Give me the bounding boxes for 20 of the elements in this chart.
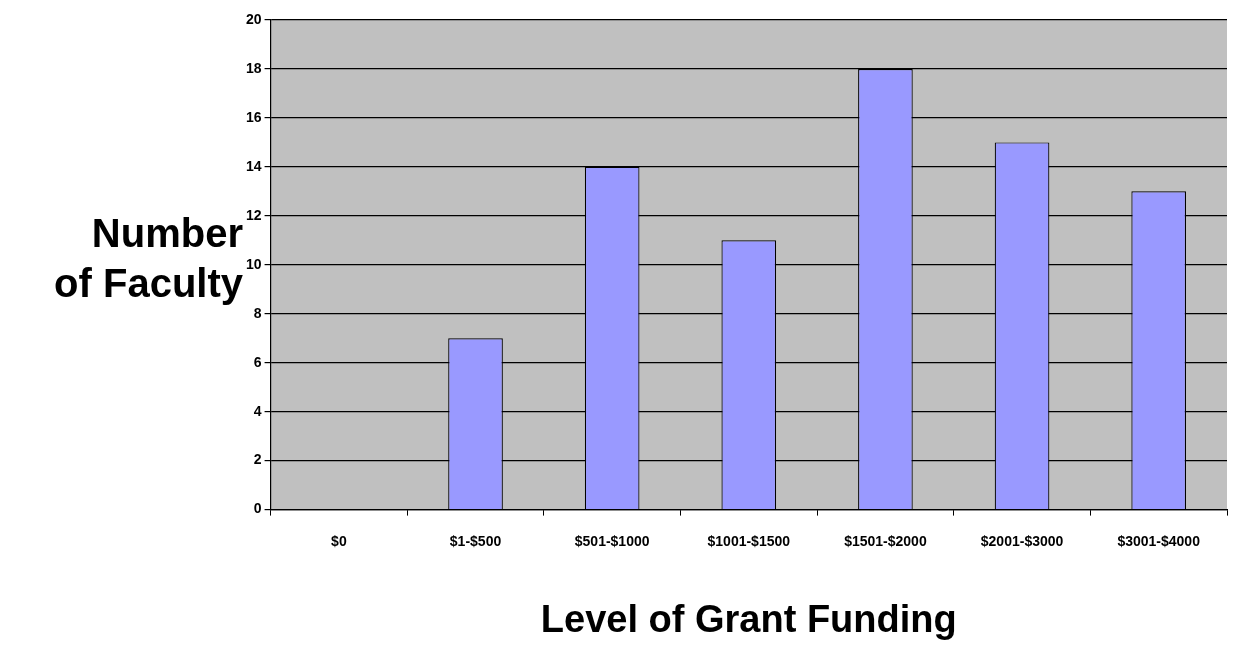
y-tick-label: 16: [245, 108, 262, 125]
y-tick-label: 18: [245, 59, 262, 76]
y-tick-label: 8: [253, 304, 262, 321]
y-tick-label: 0: [253, 500, 262, 517]
y-tick-label: 4: [253, 402, 262, 419]
x-tick-label: $1501-$2000: [844, 532, 927, 549]
x-tick-label: $1-$500: [449, 532, 502, 549]
x-tick-label: $1001-$1500: [707, 532, 791, 549]
y-tick-label: 12: [245, 206, 262, 223]
y-tick-label: 2: [253, 451, 262, 468]
x-tick-label: $3001-$4000: [1117, 532, 1201, 549]
y-tick-label: 20: [245, 10, 262, 27]
x-tick-label: $0: [331, 532, 347, 549]
x-axis-title: Level of Grant Funding: [540, 597, 957, 640]
y-tick-label: 14: [245, 157, 262, 174]
x-tick-label: $501-$1000: [574, 532, 650, 549]
x-tick-label: $2001-$3000: [980, 532, 1064, 549]
y-tick-label: 6: [253, 353, 262, 370]
y-axis-title: Number of Faculty: [53, 210, 243, 307]
y-tick-label: 10: [245, 255, 262, 272]
